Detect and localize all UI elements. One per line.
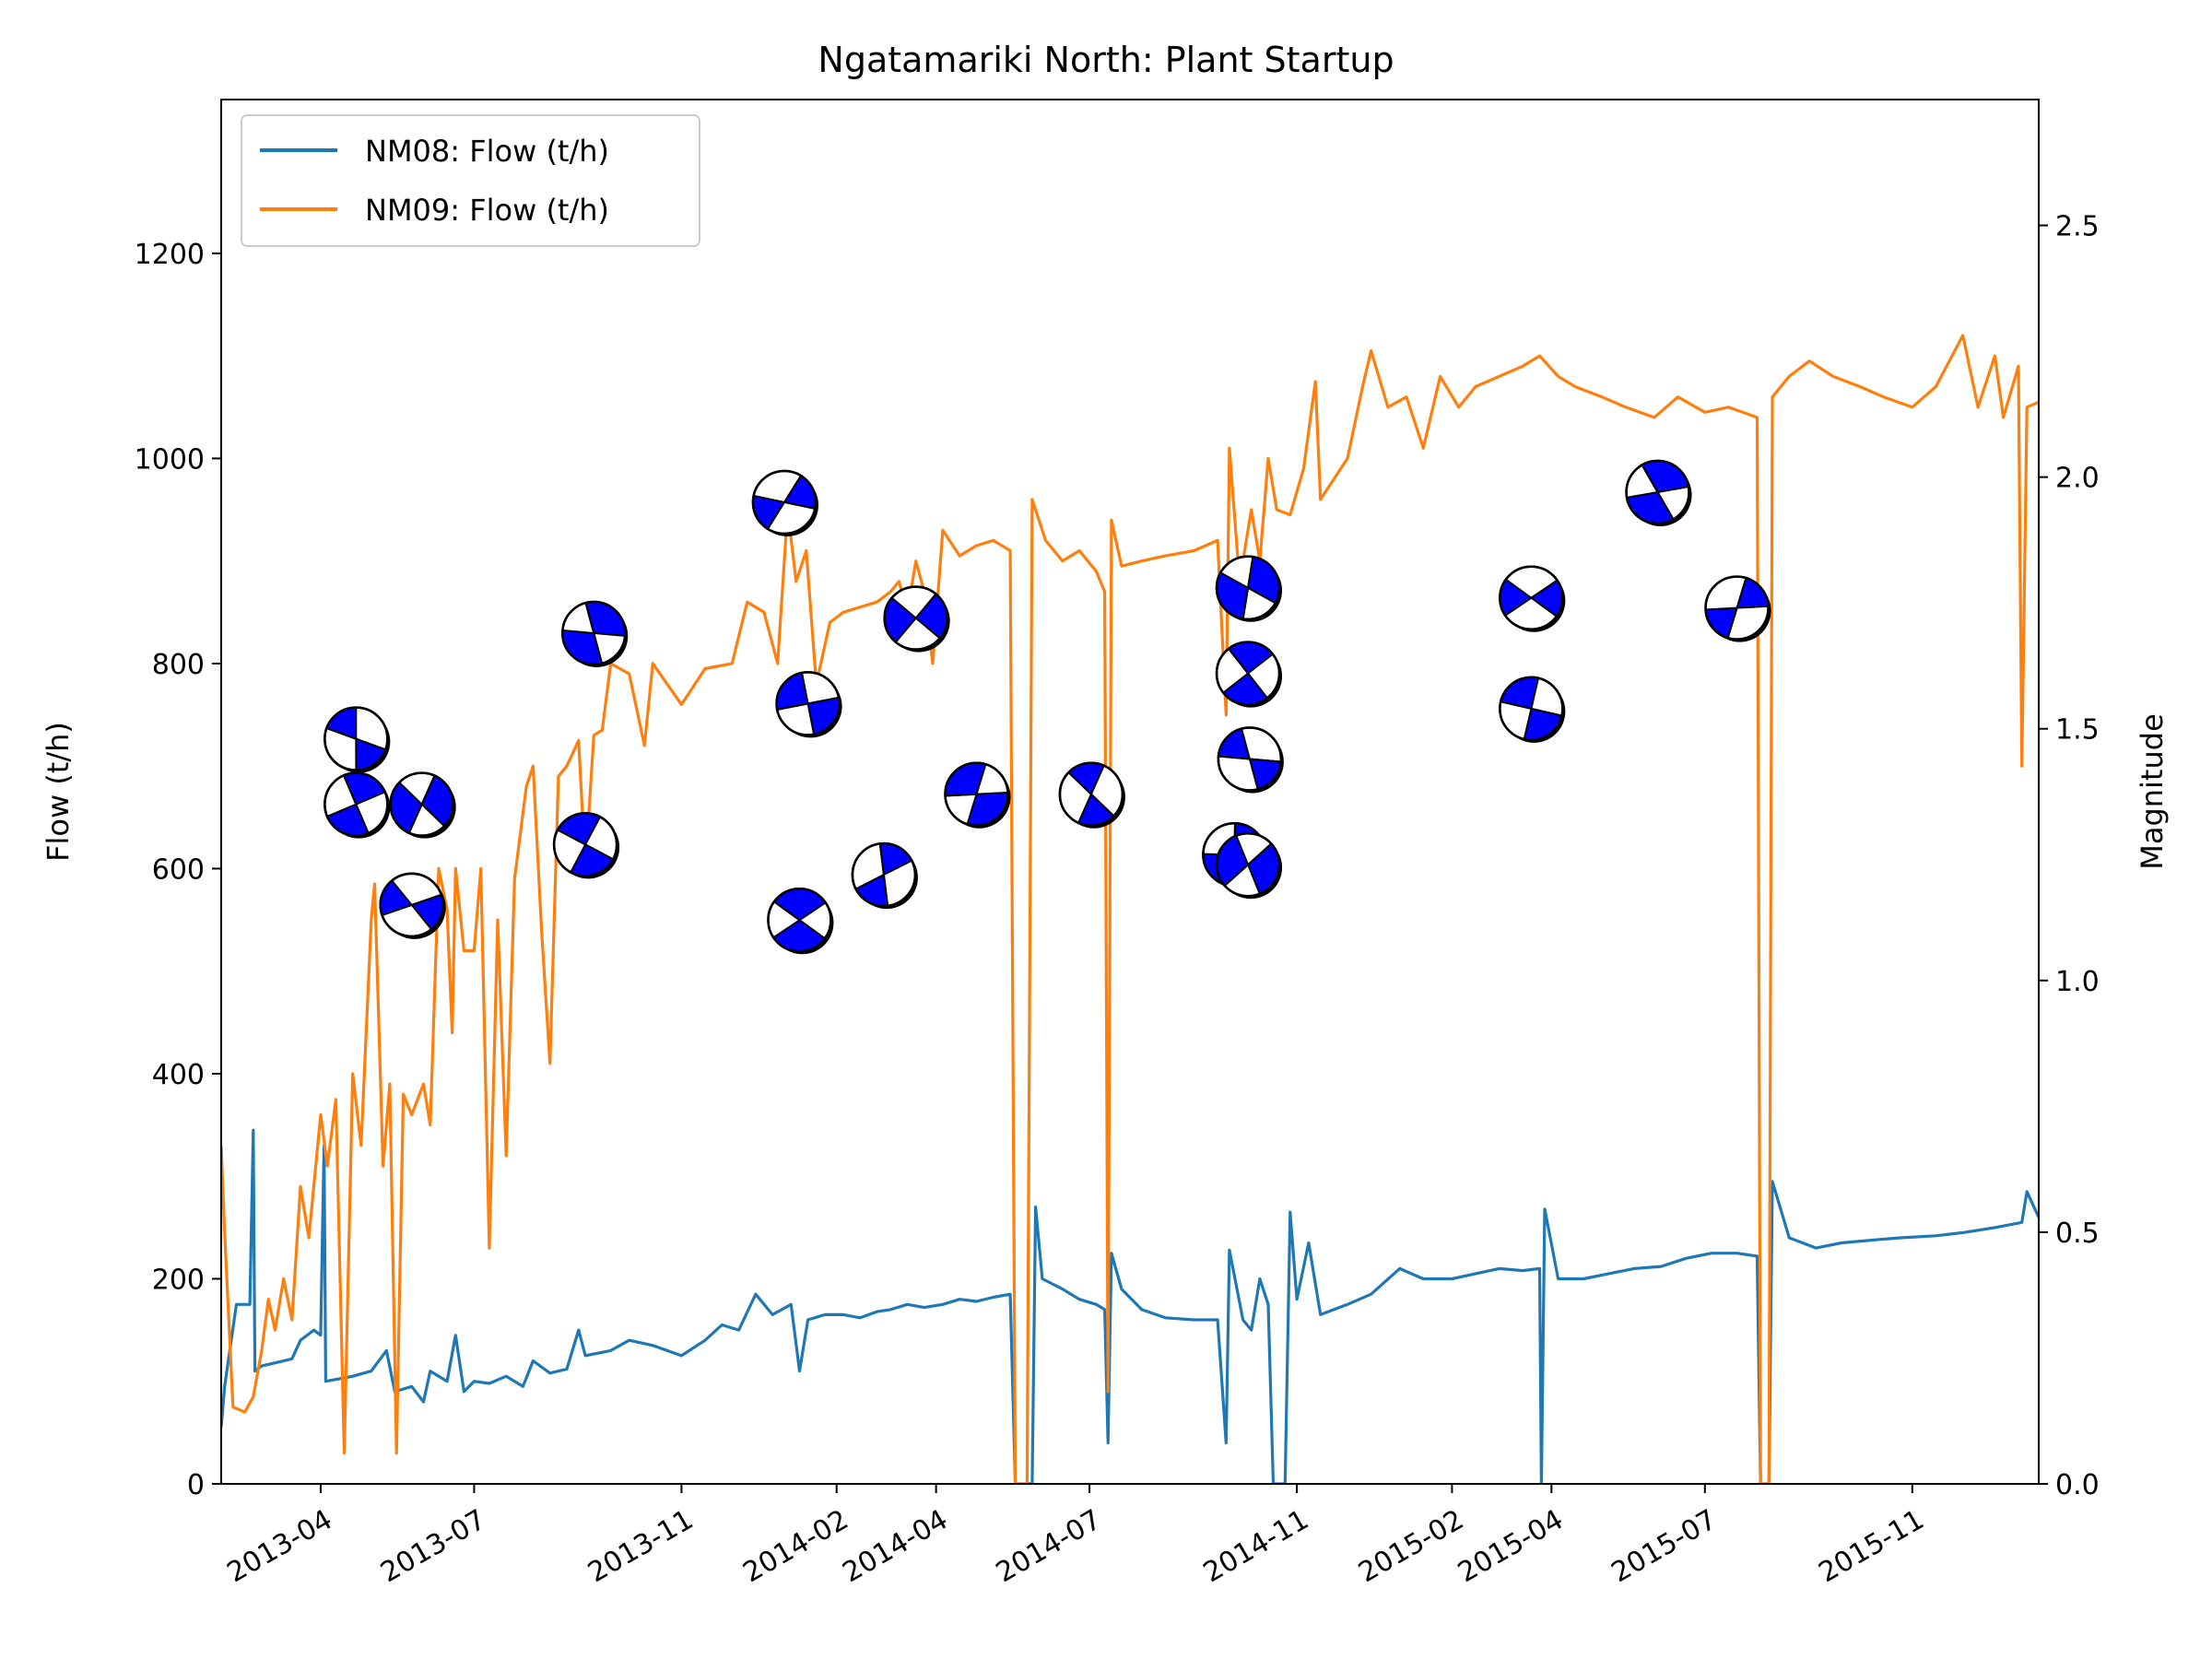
beachball-rim bbox=[851, 841, 917, 908]
beachball-nodal-plane bbox=[945, 791, 1008, 797]
beachball-rim bbox=[751, 469, 818, 535]
focal-mechanism-marker bbox=[1215, 641, 1283, 708]
focal-mechanism-marker bbox=[767, 888, 834, 955]
beachball-nodal-plane bbox=[1067, 771, 1115, 818]
focal-mechanism-marker bbox=[883, 585, 950, 653]
beachball-nodal-plane bbox=[1500, 700, 1562, 717]
focal-mechanism-marker bbox=[1058, 761, 1125, 829]
focal-mechanism-marker bbox=[324, 706, 391, 773]
beachball-rim bbox=[324, 771, 389, 837]
y2-axis-label: Magnitude bbox=[2135, 713, 2170, 870]
focal-mechanism-marker bbox=[379, 872, 446, 939]
beachball-rim bbox=[552, 812, 618, 877]
beachball-nodal-plane bbox=[343, 774, 370, 834]
beachball-nodal-plane bbox=[1504, 579, 1559, 617]
legend-box bbox=[241, 114, 700, 247]
focal-mechanism-marker bbox=[324, 771, 391, 839]
focal-mechanism-marker bbox=[552, 812, 620, 879]
nm08-flow-series bbox=[221, 1128, 2039, 1484]
beachball-rim bbox=[1215, 641, 1281, 706]
y-tick-label: 200 bbox=[152, 1264, 205, 1296]
beachball-rim bbox=[944, 761, 1009, 827]
beachball-nodal-plane bbox=[1218, 755, 1281, 763]
focal-mechanism-marker bbox=[561, 600, 629, 667]
beachball-nodal-plane bbox=[777, 696, 840, 711]
y-axis-left: 0 200 400 600 800 1000 1200 bbox=[135, 239, 221, 1501]
beachball-nodal-plane bbox=[1224, 842, 1272, 887]
y-tick-label: 600 bbox=[152, 853, 205, 886]
y2-tick-label: 0.5 bbox=[2055, 1218, 2100, 1250]
focal-mechanism-marker bbox=[944, 761, 1011, 829]
y2-tick-label: 0.0 bbox=[2055, 1469, 2100, 1501]
focal-mechanism-marker bbox=[389, 771, 456, 839]
beachball-rim bbox=[883, 585, 948, 651]
beachball-rim bbox=[1215, 831, 1281, 898]
beachball-rim bbox=[1215, 555, 1281, 621]
y-tick-label: 1200 bbox=[135, 239, 205, 271]
beachball-nodal-plane bbox=[557, 829, 614, 861]
y-axis-label: Flow (t/h) bbox=[41, 722, 76, 862]
focal-mechanism-marker bbox=[1217, 726, 1284, 794]
legend: NM08: Flow (t/h) NM09: Flow (t/h) bbox=[241, 114, 700, 247]
beachball-rim bbox=[767, 888, 832, 953]
beachball-nodal-plane bbox=[1726, 577, 1747, 639]
focal-mechanism-marker bbox=[851, 841, 918, 910]
focal-mechanism-markers bbox=[324, 459, 1771, 955]
beachball-nodal-plane bbox=[407, 775, 436, 834]
beachball-rim bbox=[1625, 459, 1690, 525]
series-line-nm08 bbox=[221, 1128, 2039, 1484]
focal-mechanism-marker bbox=[1499, 676, 1566, 743]
beachball-rim bbox=[1499, 565, 1564, 630]
beachball-rim bbox=[1704, 575, 1770, 641]
focal-mechanism-marker bbox=[1704, 575, 1771, 642]
y-tick-label: 1000 bbox=[135, 443, 205, 476]
y2-tick-label: 2.0 bbox=[2055, 463, 2100, 495]
beachball-nodal-plane bbox=[326, 727, 386, 751]
beachball-nodal-plane bbox=[1241, 557, 1254, 619]
beachball-nodal-plane bbox=[382, 893, 442, 916]
beachball-rim bbox=[1499, 676, 1564, 742]
legend-label-nm09: NM09: Flow (t/h) bbox=[365, 193, 609, 228]
beachball-rim bbox=[561, 600, 627, 666]
y-axis-right: 0.0 0.5 1.0 1.5 2.0 2.5 bbox=[2039, 211, 2100, 1501]
beachball-rim bbox=[1217, 726, 1283, 792]
beachball-nodal-plane bbox=[1228, 648, 1268, 700]
beachball-rim bbox=[389, 771, 454, 837]
y-tick-label: 0 bbox=[187, 1469, 205, 1501]
beachball-nodal-plane bbox=[1641, 465, 1675, 520]
beachball-rim bbox=[1058, 761, 1124, 827]
beachball-nodal-plane bbox=[767, 475, 802, 530]
beachball-nodal-plane bbox=[895, 593, 937, 643]
focal-mechanism-marker bbox=[751, 469, 818, 536]
plot-frame bbox=[220, 99, 2040, 1485]
focal-mechanism-marker bbox=[775, 671, 842, 738]
chart-title: Ngatamariki North: Plant Startup bbox=[818, 40, 1394, 80]
beachball-nodal-plane bbox=[878, 843, 889, 906]
focal-mechanism-marker bbox=[1499, 565, 1566, 632]
beachball-nodal-plane bbox=[773, 900, 826, 940]
focal-mechanism-marker bbox=[1215, 831, 1283, 900]
y2-tick-label: 1.5 bbox=[2055, 714, 2100, 747]
y2-tick-label: 2.5 bbox=[2055, 211, 2100, 243]
focal-mechanism-marker bbox=[1215, 555, 1283, 622]
y-tick-label: 400 bbox=[152, 1059, 205, 1091]
focal-mechanism-marker bbox=[1625, 459, 1692, 527]
beachball-rim bbox=[324, 706, 389, 771]
y-tick-label: 800 bbox=[152, 649, 205, 681]
legend-label-nm08: NM08: Flow (t/h) bbox=[365, 134, 609, 169]
beachball-rim bbox=[775, 671, 841, 736]
beachball-rim bbox=[379, 872, 444, 938]
y2-tick-label: 1.0 bbox=[2055, 966, 2100, 998]
beachball-nodal-plane bbox=[584, 602, 604, 665]
